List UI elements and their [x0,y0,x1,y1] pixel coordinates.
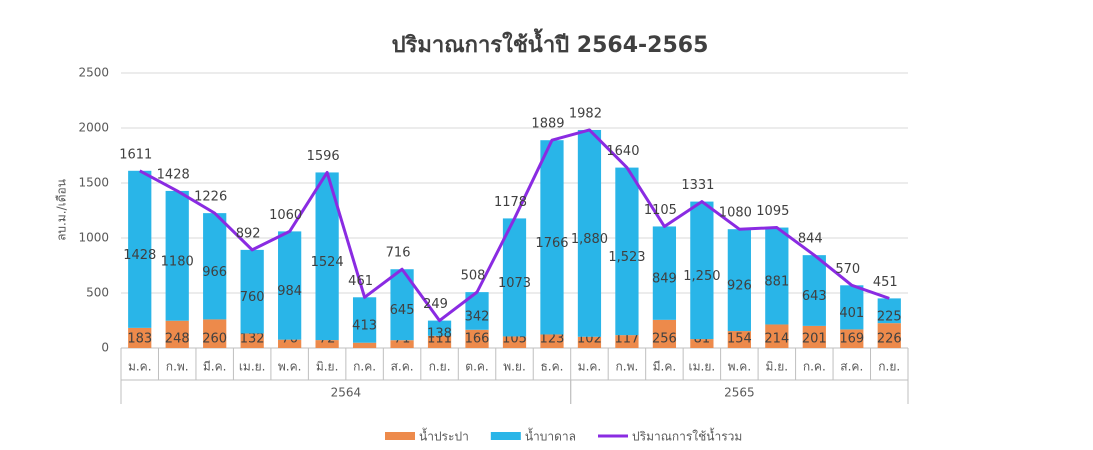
data-label: 138 [427,327,452,342]
x-tick-label: ก.ย. [429,360,451,374]
x-tick-label: ม.ค. [578,360,602,374]
data-label: 1,250 [683,269,720,284]
chart-title: ปริมาณการใช้น้ำปี 2564-2565 [392,28,709,58]
x-tick-label: ต.ค. [465,360,488,374]
data-label: 401 [839,306,864,321]
data-label: 342 [465,309,490,324]
data-label: 926 [727,279,752,294]
data-label: 1611 [119,147,152,162]
data-label: 249 [423,297,448,312]
data-label: 166 [465,332,490,347]
y-tick-label: 2500 [78,66,109,80]
data-label: 966 [202,265,227,280]
x-tick-label: เม.ย. [239,360,266,374]
x-tick-label: ก.ย. [878,360,900,374]
data-label: 1331 [681,178,714,193]
data-label: 844 [798,232,823,247]
group-label: 2565 [724,386,755,400]
data-label: 413 [352,319,377,334]
x-tick-label: ม.ค. [128,360,152,374]
x-tick-label: ก.ค. [353,360,376,374]
data-label: 892 [236,226,261,241]
data-label: 226 [877,332,902,347]
y-tick-label: 1500 [78,176,109,190]
data-label: 225 [877,309,902,324]
group-label: 2564 [331,386,362,400]
data-label: 461 [348,274,373,289]
x-tick-label: ก.พ. [616,360,639,374]
data-label: 451 [873,275,898,290]
x-tick-label: เม.ย. [689,360,716,374]
x-tick-label: มิ.ย. [316,360,339,374]
data-label: 508 [461,269,486,284]
x-tick-label: มี.ค. [203,360,227,374]
data-label: 1226 [194,190,227,205]
data-label: 716 [386,246,411,261]
data-label: 183 [127,332,152,347]
chart: ปริมาณการใช้น้ำปี 2564-2565 ลบ.ม./เดือน … [0,0,1093,450]
x-tick-label: ส.ค. [391,360,414,374]
data-label: 1080 [719,206,752,221]
x-tick-label: พ.ย. [503,360,526,374]
data-label: 260 [202,332,227,347]
data-label: 760 [240,290,265,305]
data-label: 1180 [161,254,194,269]
y-tick-label: 500 [86,286,109,300]
data-label: 1640 [606,144,639,159]
x-tick-label: ก.พ. [166,360,189,374]
data-label: 169 [839,332,864,347]
data-label: 1,523 [608,250,645,265]
data-label: 201 [802,332,827,347]
y-tick-label: 0 [101,341,109,355]
data-label: 643 [802,289,827,304]
x-tick-label: พ.ค. [278,360,302,374]
x-tick-label: พ.ค. [728,360,752,374]
y-tick-label: 1000 [78,231,109,245]
data-label: 1428 [123,248,156,263]
data-label: 214 [764,332,789,347]
y-tick-label: 2000 [78,121,109,135]
x-tick-label: ธ.ค. [540,360,563,374]
data-label: 1889 [531,117,564,132]
data-label: 570 [835,262,860,277]
data-label: 1060 [269,208,302,223]
data-label: 645 [390,303,415,318]
legend-swatch [491,432,521,440]
data-label: 1178 [494,195,527,210]
data-label: 132 [240,332,265,347]
data-label: 1524 [311,255,344,270]
data-label: 1982 [569,106,602,121]
data-label: 154 [727,332,752,347]
legend-label: ปริมาณการใช้น้ำรวม [632,428,742,444]
data-label: 1766 [535,236,568,251]
x-tick-label: มิ.ย. [766,360,789,374]
y-axis-label: ลบ.ม./เดือน [55,179,69,241]
legend-label: น้ำบาดาล [525,428,576,444]
data-label: 1596 [307,149,340,164]
data-label: 248 [165,332,190,347]
x-tick-label: ก.ค. [803,360,826,374]
x-tick-label: มี.ค. [653,360,677,374]
legend-label: น้ำประปา [419,428,469,444]
data-label: 1428 [157,167,190,182]
data-label: 984 [277,284,302,299]
data-label: 881 [764,275,789,290]
data-label: 1105 [644,203,677,218]
data-label: 1095 [756,204,789,219]
data-label: 1073 [498,276,531,291]
legend-swatch [385,432,415,440]
data-label: 1,880 [571,232,608,247]
x-tick-label: ส.ค. [840,360,863,374]
data-label: 256 [652,332,677,347]
data-label: 849 [652,272,677,287]
